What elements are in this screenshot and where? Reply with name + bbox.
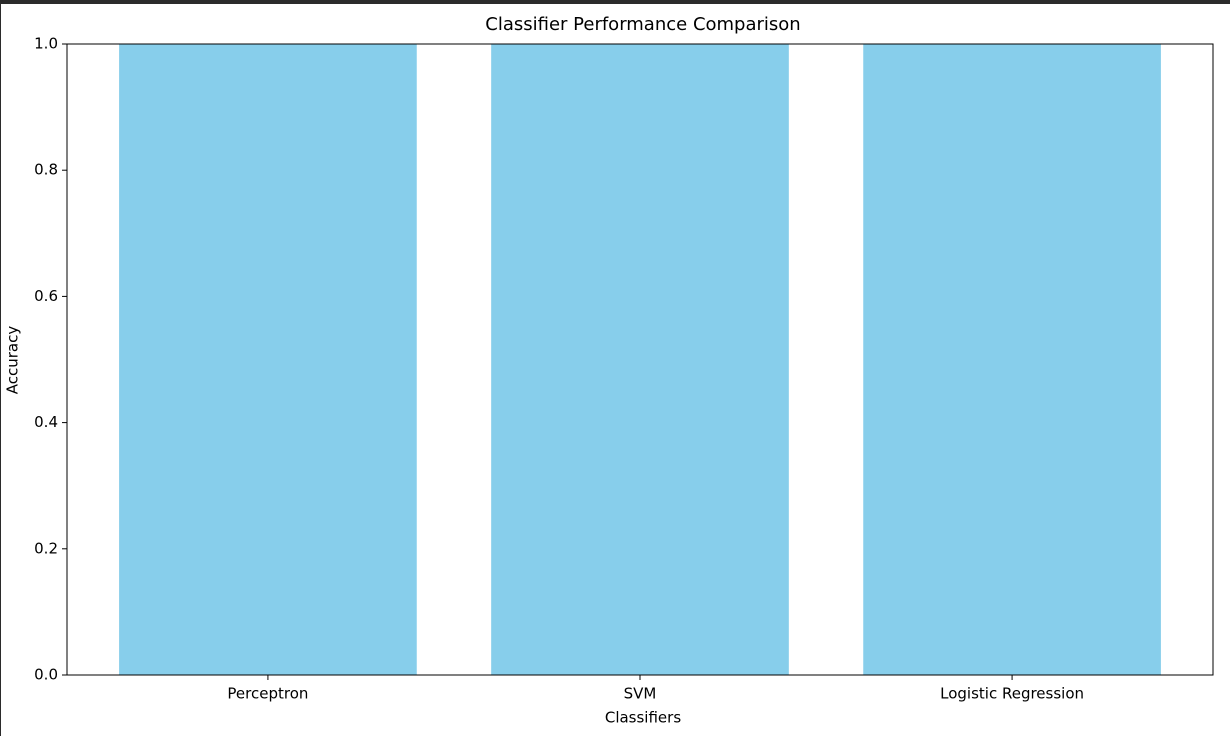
chart-title: Classifier Performance Comparison xyxy=(485,14,800,35)
bar xyxy=(863,44,1161,675)
plot-frame xyxy=(66,43,1214,676)
y-axis-label: Accuracy xyxy=(4,326,22,395)
y-tick-label: 1.0 xyxy=(34,35,58,53)
y-tick-label: 0.0 xyxy=(34,666,58,684)
x-axis-label: Classifiers xyxy=(605,709,681,727)
y-tick-label: 0.2 xyxy=(34,539,58,557)
y-tick-label: 0.8 xyxy=(34,161,58,179)
x-tick-label: Perceptron xyxy=(227,685,308,703)
window-edge xyxy=(0,0,1230,4)
window-edge xyxy=(0,0,1,736)
x-tick-label: SVM xyxy=(624,685,657,703)
x-tick-label: Logistic Regression xyxy=(940,685,1084,703)
y-tick-label: 0.4 xyxy=(34,413,58,431)
bar xyxy=(119,44,417,675)
bar xyxy=(491,44,789,675)
y-tick-label: 0.6 xyxy=(34,287,58,305)
